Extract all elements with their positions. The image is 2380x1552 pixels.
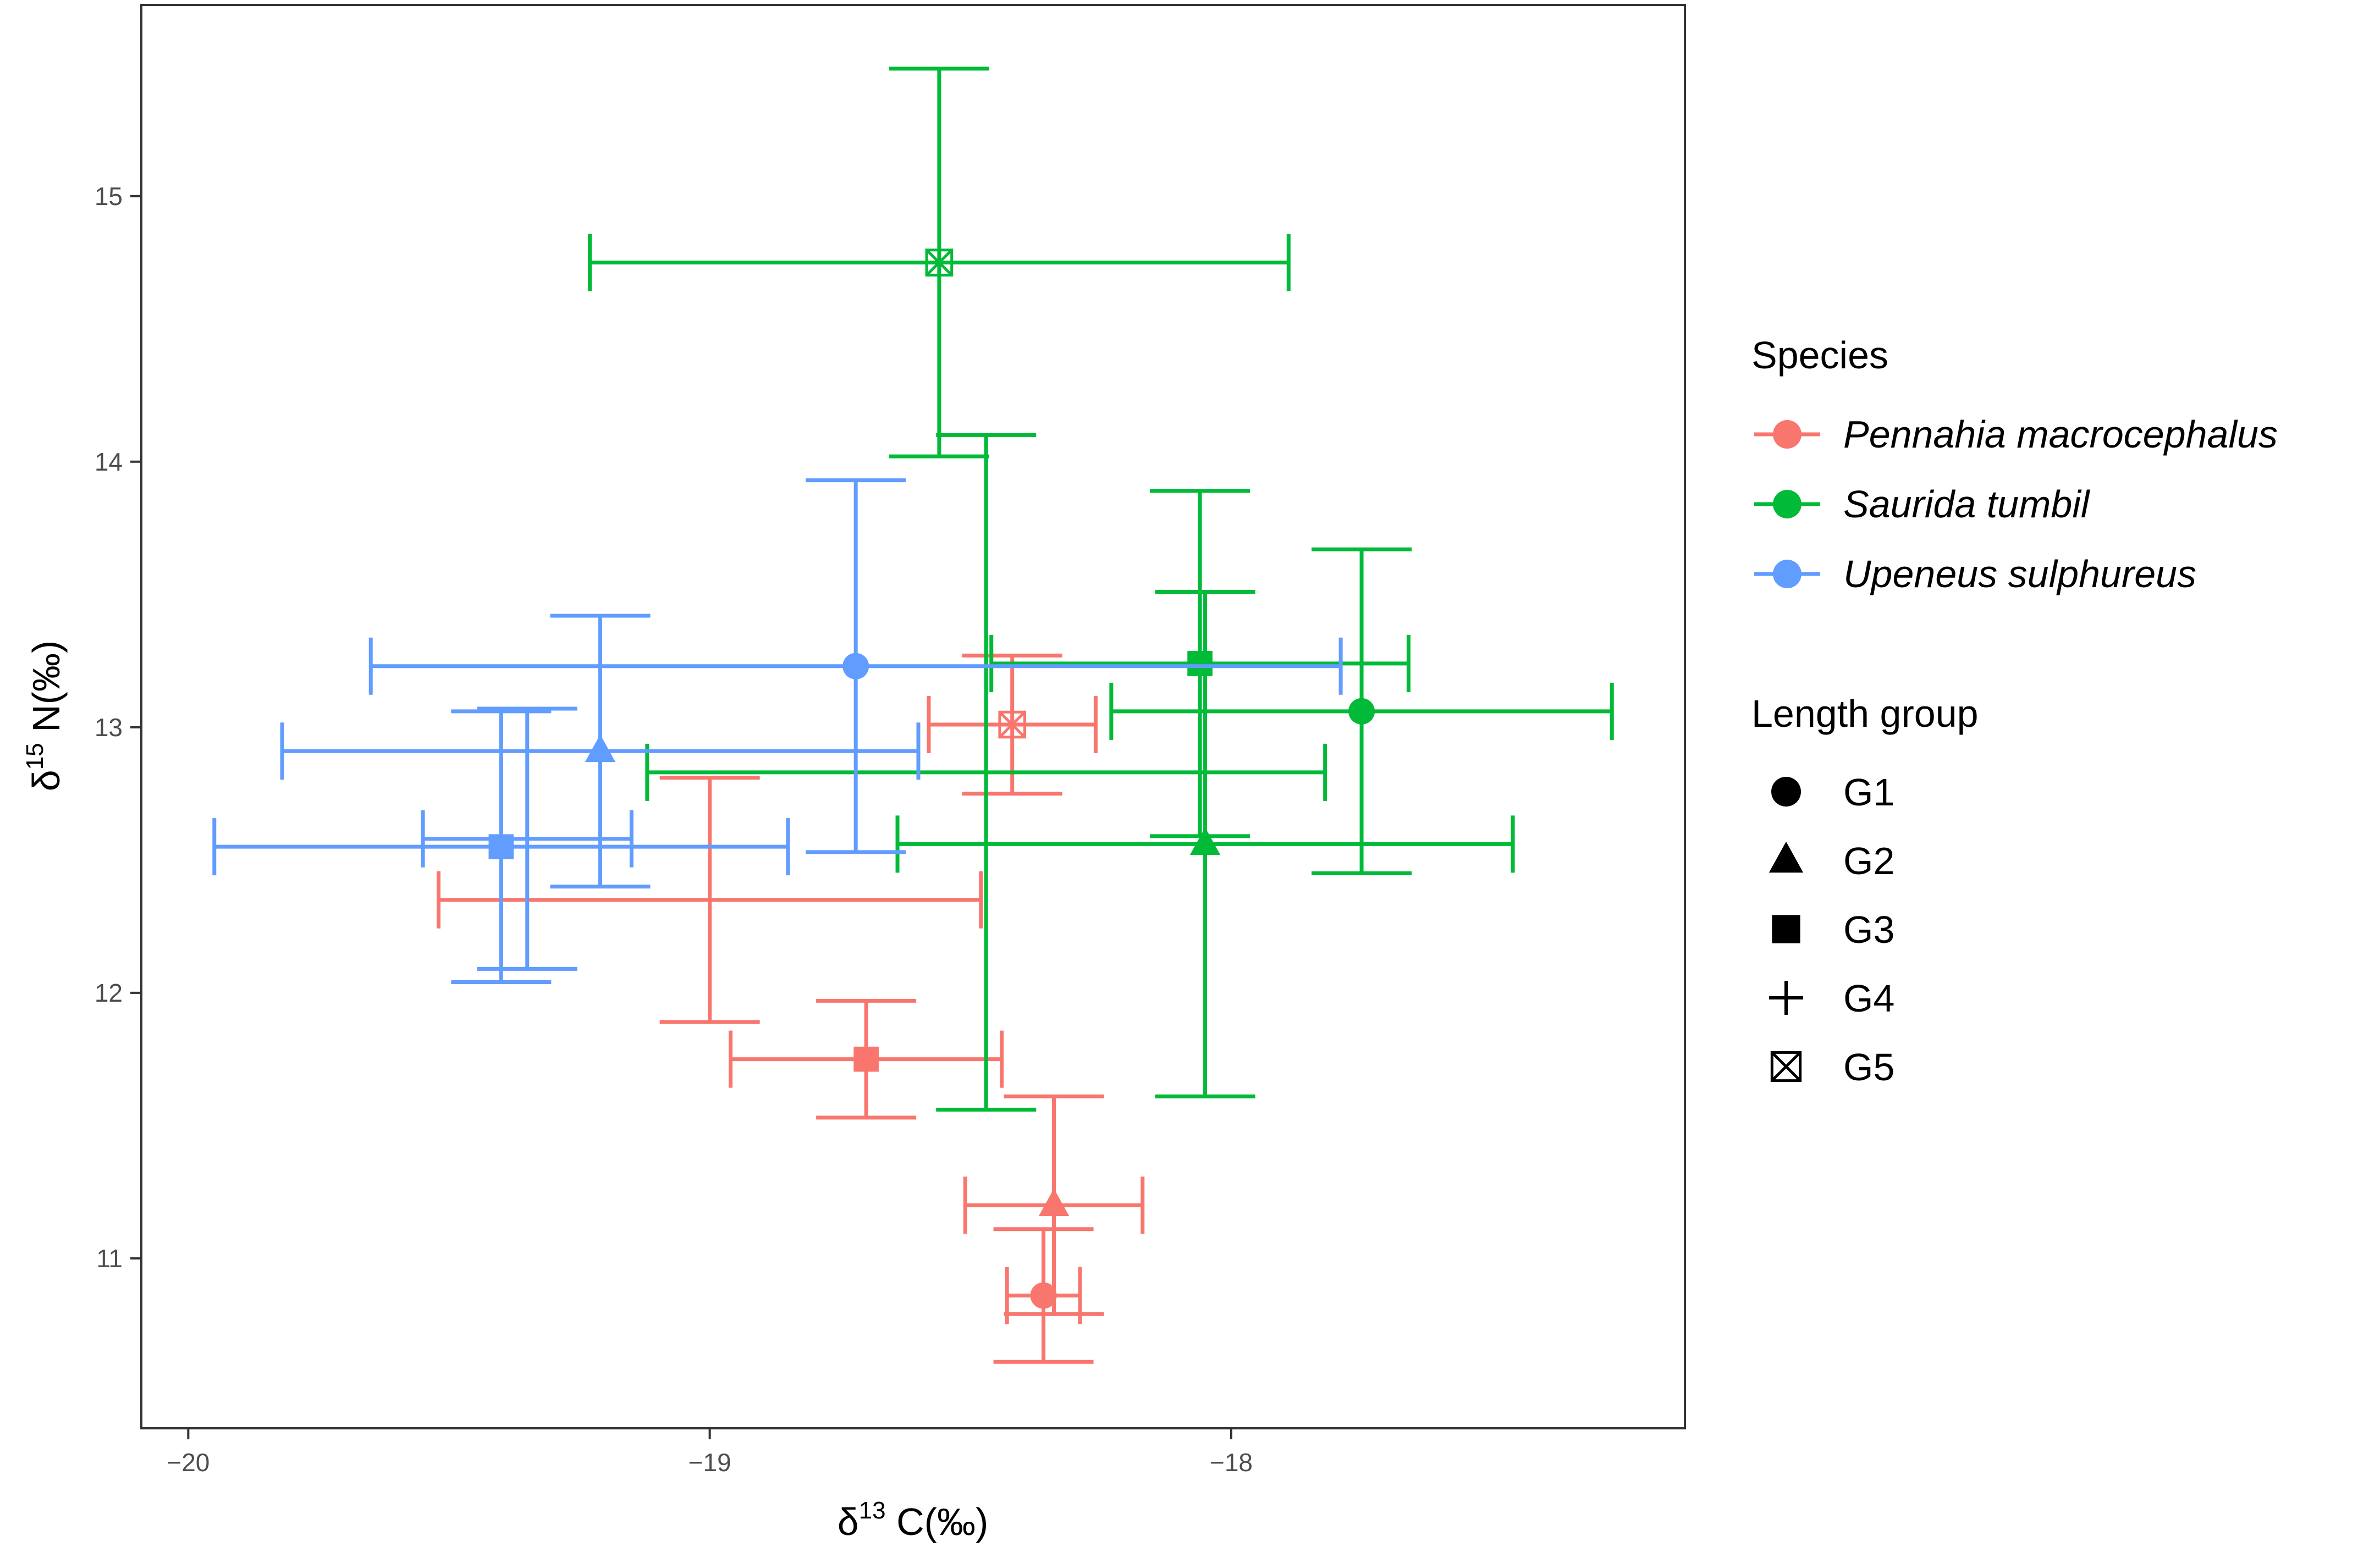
x-tick-label: −18 — [1210, 1448, 1253, 1477]
group-legend-key-circle — [1771, 777, 1801, 807]
group-legend-item: G2 — [1769, 839, 1894, 882]
group-legend-label: G3 — [1843, 908, 1894, 951]
point-marker-triangle — [1038, 1188, 1070, 1217]
x-axis-title-suffix: C(‰) — [886, 1500, 989, 1543]
point-marker-plus — [971, 757, 1001, 788]
data-point-g4 — [421, 706, 633, 971]
point-marker-square — [853, 1046, 879, 1072]
series-upeneus-sulphureus — [212, 478, 1343, 985]
point-marker-square — [1187, 651, 1213, 676]
x-tick-label: −20 — [167, 1448, 210, 1477]
series-pennahia-macrocephalus — [437, 653, 1145, 1364]
length-group-legend-title: Length group — [1751, 692, 1979, 735]
group-legend-key-plus — [1769, 980, 1804, 1015]
point-marker-circle — [842, 653, 869, 680]
y-axis-title-superscript: 15 — [21, 743, 48, 770]
group-legend-label: G4 — [1843, 977, 1894, 1020]
x-axis: −20 −19 −18 — [167, 1428, 1253, 1477]
y-axis-title: δ15 N(‰) — [21, 640, 68, 792]
data-point-g5 — [588, 67, 1291, 459]
data-point-g3 — [729, 998, 1004, 1120]
x-axis-title: δ13 C(‰) — [838, 1497, 989, 1543]
group-legend-item: G5 — [1770, 1046, 1894, 1089]
species-legend-key — [1773, 560, 1801, 588]
y-tick-label: 14 — [95, 448, 123, 476]
species-legend-item: Upeneus sulphureus — [1754, 553, 2196, 595]
y-tick-label: 11 — [96, 1244, 123, 1273]
data-point-g5 — [927, 653, 1098, 796]
species-legend-key — [1773, 490, 1801, 518]
data-layer — [212, 67, 1614, 1364]
species-legend-label: Pennahia macrocephalus — [1843, 413, 2278, 456]
point-marker-boxcross — [998, 710, 1026, 739]
group-legend-item: G3 — [1772, 908, 1894, 951]
group-legend-item: G4 — [1769, 977, 1894, 1020]
point-marker-triangle — [1189, 827, 1221, 855]
group-legend-label: G1 — [1843, 771, 1894, 814]
point-marker-circle — [1348, 698, 1375, 725]
group-legend-key-square — [1772, 915, 1800, 943]
species-legend-item: Saurida tumbil — [1754, 483, 2091, 526]
group-legend-label: G2 — [1843, 839, 1894, 882]
species-legend-title: Species — [1751, 334, 1888, 377]
species-legend-item: Pennahia macrocephalus — [1754, 413, 2278, 456]
point-marker-circle — [1030, 1282, 1057, 1309]
data-point-g1 — [1109, 547, 1614, 875]
species-legend-label: Upeneus sulphureus — [1843, 553, 2196, 595]
point-marker-triangle — [585, 734, 616, 763]
group-legend-item: G1 — [1771, 771, 1894, 814]
group-legend-label: G5 — [1843, 1046, 1894, 1089]
y-axis: 11 12 13 14 15 — [95, 182, 141, 1273]
species-legend-key — [1773, 420, 1801, 449]
plot-panel-border — [140, 4, 1686, 1429]
species-legend: Species Pennahia macrocephalus Saurida tu… — [1751, 334, 2278, 595]
y-tick-label: 13 — [95, 713, 123, 742]
data-point-g2 — [280, 614, 921, 889]
y-axis-title-suffix: N(‰) — [25, 640, 68, 743]
data-point-g2 — [963, 1094, 1145, 1316]
data-point-g1 — [368, 478, 1343, 854]
x-axis-title-superscript: 13 — [859, 1497, 886, 1524]
data-point-g1 — [993, 1227, 1094, 1364]
y-tick-label: 12 — [95, 979, 123, 1007]
x-axis-title-prefix: δ — [838, 1500, 859, 1543]
y-axis-title-prefix: δ — [25, 770, 68, 791]
data-point-g4 — [645, 433, 1327, 1112]
y-tick-label: 15 — [95, 182, 123, 211]
point-marker-plus — [695, 885, 725, 915]
group-legend-key-triangle — [1769, 841, 1804, 873]
group-legend-key-boxcross — [1770, 1051, 1802, 1082]
x-tick-label: −19 — [688, 1448, 731, 1477]
point-marker-plus — [512, 824, 543, 854]
species-legend-label: Saurida tumbil — [1843, 483, 2091, 526]
length-group-legend: Length group G1 G2 G3 G4 G5 — [1751, 692, 1979, 1089]
point-marker-boxcross — [925, 248, 954, 277]
